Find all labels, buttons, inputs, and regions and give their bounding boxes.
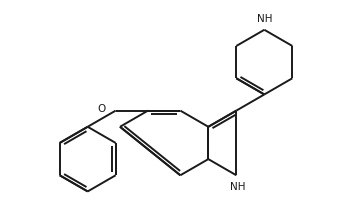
Text: NH: NH (257, 14, 272, 24)
Text: O: O (98, 104, 106, 114)
Text: NH: NH (230, 182, 246, 192)
